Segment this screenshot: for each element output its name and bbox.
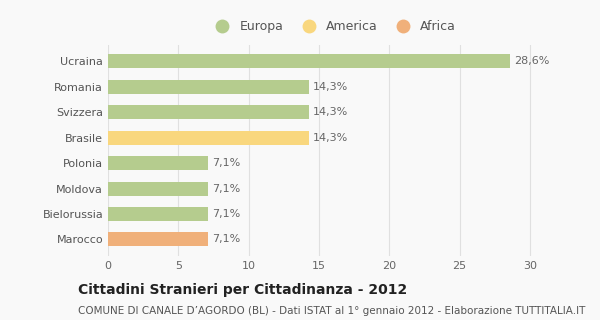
Bar bbox=[108, 156, 208, 170]
Bar bbox=[108, 80, 309, 94]
Legend: Europa, America, Africa: Europa, America, Africa bbox=[205, 15, 461, 38]
Bar bbox=[108, 105, 309, 119]
Text: 7,1%: 7,1% bbox=[212, 235, 241, 244]
Text: 28,6%: 28,6% bbox=[514, 56, 550, 66]
Bar bbox=[108, 181, 208, 196]
Bar bbox=[108, 131, 309, 145]
Text: 7,1%: 7,1% bbox=[212, 184, 241, 194]
Text: 14,3%: 14,3% bbox=[313, 82, 349, 92]
Bar bbox=[108, 207, 208, 221]
Text: Cittadini Stranieri per Cittadinanza - 2012: Cittadini Stranieri per Cittadinanza - 2… bbox=[78, 283, 407, 297]
Text: 14,3%: 14,3% bbox=[313, 107, 349, 117]
Bar bbox=[108, 54, 510, 68]
Text: 7,1%: 7,1% bbox=[212, 209, 241, 219]
Bar bbox=[108, 232, 208, 246]
Text: COMUNE DI CANALE D’AGORDO (BL) - Dati ISTAT al 1° gennaio 2012 - Elaborazione TU: COMUNE DI CANALE D’AGORDO (BL) - Dati IS… bbox=[78, 306, 586, 316]
Text: 7,1%: 7,1% bbox=[212, 158, 241, 168]
Text: 14,3%: 14,3% bbox=[313, 133, 349, 143]
